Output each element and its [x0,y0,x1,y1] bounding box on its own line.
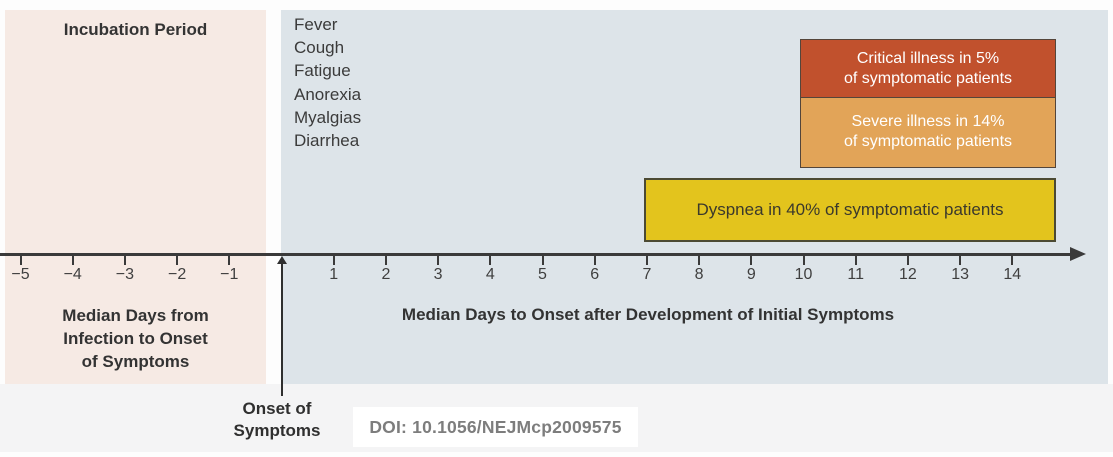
critical-illness-label-line: Critical illness in 5% [856,50,1000,67]
axis-tick [802,255,805,265]
dyspnea-box: Dyspnea in 40% of symptomatic patients [644,178,1056,242]
onset-of-symptoms-label: Onset of Symptoms [177,398,377,442]
severe-illness-label-line: Severe illness in 14% [851,113,1005,130]
incubation-panel [5,10,266,384]
incubation-period-title: Incubation Period [63,20,208,39]
axis-tick-label: 5 [538,266,547,283]
axis-tick-label: −3 [115,266,135,283]
axis-tick [332,255,335,265]
axis-tick [176,255,179,265]
axis-tick [19,255,22,265]
axis-tick-label: 2 [381,266,391,283]
symptom-item: Fatigue [294,61,351,81]
onset-label-line: Onset of [242,399,312,418]
axis-tick [541,255,544,265]
axis-tick-label: 1 [329,266,339,283]
severe-illness-box: Severe illness in 14% of symptomatic pat… [800,97,1056,168]
axis-tick [593,255,596,265]
axis-tick [1011,255,1014,265]
dyspnea-label-line: Dyspnea in 40% of symptomatic patients [696,200,1004,219]
axis-tick-label: −4 [63,266,82,283]
incubation-axis-label: Median Days from Infection to Onset of S… [5,304,266,373]
doi-badge: DOI: 10.1056/NEJMcp2009575 [353,407,638,447]
axis-arrow-right-icon [1070,247,1086,261]
symptom-item: Anorexia [294,84,362,104]
axis-tick-label: 3 [433,266,443,283]
symptom-item: Myalgias [294,107,362,127]
onset-arrow-up-icon [276,256,287,264]
axis-tick-label: 13 [951,266,969,283]
severe-illness-label-line: of symptomatic patients [843,133,1013,150]
onset-of-symptoms-line [280,262,283,396]
axis-tick [437,255,440,265]
symptom-item: Diarrhea [294,131,360,151]
axis-tick-label: −5 [11,266,30,283]
axis-tick-label: 8 [694,266,704,283]
axis-tick-label: 9 [746,266,756,283]
axis-tick [71,255,74,265]
critical-illness-box: Critical illness in 5% of symptomatic pa… [800,39,1056,97]
symptom-item: Fever [294,15,338,34]
incubation-axis-label-line: Median Days from [62,306,209,325]
onset-label-line: Symptoms [233,421,321,440]
axis-tick-label: 11 [847,266,864,283]
axis-tick [959,255,962,265]
axis-tick [750,255,753,265]
incubation-axis-label-line: Infection to Onset [63,329,208,348]
axis-tick [489,255,492,265]
axis-tick [645,255,648,265]
symptom-axis-label: Median Days to Onset after Development o… [401,305,895,324]
timeline-axis [0,253,1072,256]
initial-symptoms-list: Fever Cough Fatigue Anorexia Myalgias Di… [294,13,361,152]
critical-illness-label-line: of symptomatic patients [843,70,1013,87]
axis-tick [698,255,701,265]
symptom-item: Cough [294,38,345,58]
axis-tick-label: 6 [590,266,600,283]
axis-tick [384,255,387,265]
axis-tick-label: 14 [1003,266,1022,283]
axis-tick-label: −2 [167,266,187,283]
axis-tick-label: −1 [220,266,239,283]
axis-tick [906,255,909,265]
axis-tick [854,255,857,265]
axis-tick-label: 4 [485,266,495,283]
axis-tick-label: 10 [794,266,813,283]
axis-tick-label: 12 [898,266,917,283]
incubation-axis-label-line: of Symptoms [81,352,190,371]
doi-text: DOI: 10.1056/NEJMcp2009575 [369,417,622,437]
axis-tick [228,255,231,265]
axis-tick-label: 7 [642,266,652,283]
axis-tick [123,255,126,265]
